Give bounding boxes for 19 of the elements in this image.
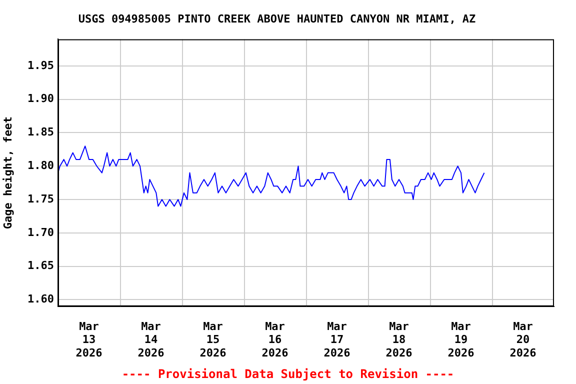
x-tick-label: Mar 20 2026 [510,320,537,360]
y-tick-label: 1.70 [28,226,54,239]
y-tick-label: 1.85 [28,126,54,139]
y-tick-label: 1.65 [28,259,54,272]
y-tick-label: 1.80 [28,158,54,172]
text: ---- Provisional Data Subject to Revision ---- [122,367,454,382]
x-tick-label: Mar 15 2026 [200,320,227,360]
y-tick-label: 1.95 [28,58,54,72]
x-tick-label: Mar 17 2026 [324,320,351,360]
x-tick-label: Mar 18 2026 [386,320,413,360]
chart-title: USGS 094985005 PINTO CREEK ABOVE HAUNTED CANYON NR MIAMI, AZ [78,12,476,26]
x-tick-label: Mar 19 2026 [448,320,475,360]
x-tick-label: Mar 16 2026 [262,320,289,360]
y-tick-label: 1.75 [28,192,54,206]
x-tick-label: Mar 14 2026 [138,320,165,360]
y-tick-label: 1.60 [28,292,54,306]
x-tick-label: Mar 13 2026 [76,320,103,360]
y-axis-title: Gage height, feet [1,116,14,230]
y-tick-label: 1.90 [28,92,54,106]
